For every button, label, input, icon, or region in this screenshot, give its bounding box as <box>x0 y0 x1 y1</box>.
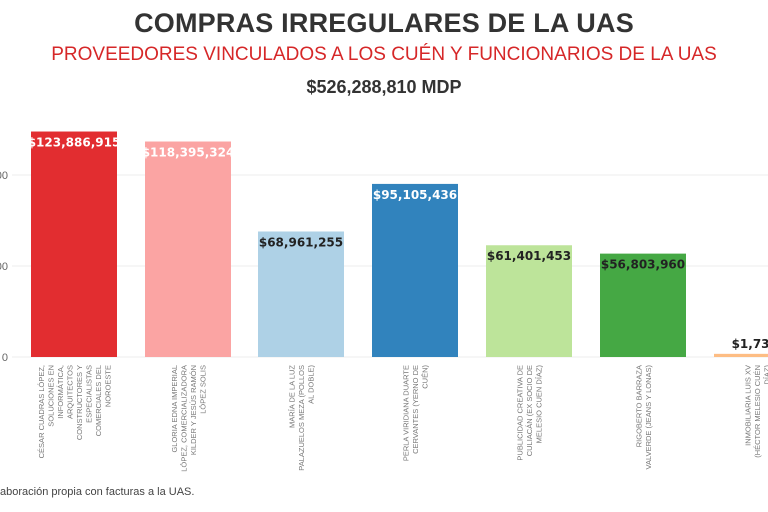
data-label: $95,105,436 <box>373 188 457 202</box>
category-label: ARQUITECTOS <box>65 365 74 419</box>
category-label: ESPECIALISTAS <box>84 365 93 423</box>
category-label: PALAZUELOS MEZA (POLLOS <box>297 365 306 471</box>
category-label: CULIACÁN (EX SOCIO DE <box>525 365 534 456</box>
category-label: NOROESTE <box>103 365 112 407</box>
source-note: aboración propia con facturas a la UAS. <box>0 486 195 498</box>
chart-total: $526,288,810 MDP <box>306 77 462 97</box>
category-label: CERVANTES (YERNO DE <box>411 365 420 454</box>
y-tick-label: 0 <box>2 352 8 364</box>
category-label: DÍAZ) <box>763 365 768 385</box>
bar <box>600 253 686 357</box>
bar <box>486 245 572 357</box>
bar <box>258 231 344 357</box>
category-label: MARÍA DE LA LUZ <box>288 365 297 428</box>
chart-subtitle: PROVEEDORES VINCULADOS A LOS CUÉN Y FUNC… <box>51 44 717 65</box>
category-label: GLORIA EDNA IMPERIAL <box>170 365 179 453</box>
category-label: CÉSAR CUADRAS LÓPEZ, <box>37 365 46 458</box>
data-label: $61,401,453 <box>487 249 571 263</box>
category-label: PUBLICIDAD CREATIVA DE <box>516 365 525 461</box>
category-label: CONSTRUCTORES Y <box>75 365 84 440</box>
y-tick-label: 50,000,000 <box>0 261 8 273</box>
category-label: VALVERDE (JEANS Y LONAS) <box>644 365 653 470</box>
data-label: $123,886,915 <box>28 136 121 150</box>
category-label: CUÉN) <box>421 364 430 388</box>
y-tick-label: 100,000,000 <box>0 170 8 182</box>
category-label: INFORMÁTICA, <box>56 365 65 419</box>
data-label: $68,961,255 <box>259 235 343 249</box>
category-label: SOLUCIONES EN <box>46 365 55 427</box>
bar <box>714 353 768 357</box>
category-label: KILDER Y JESÚS RAMÓN <box>189 365 198 455</box>
category-label: LÓPEZ, COMERCIALIZADORA <box>179 365 188 472</box>
bar <box>31 131 117 357</box>
category-label: LÓPEZ SOLIS <box>198 365 207 414</box>
chart-title: COMPRAS IRREGULARES DE LA UAS <box>134 8 634 38</box>
category-label: AL DOBLE) <box>307 365 316 404</box>
data-label: $56,803,960 <box>601 258 685 272</box>
category-label: INMOBILIARIA LUIS XV <box>744 365 753 446</box>
data-label: $118,395,324 <box>142 146 235 160</box>
category-label: PERLA VIRIDIANA DUARTE <box>402 365 411 461</box>
bar <box>372 183 458 357</box>
data-label: $1,734, <box>732 337 768 351</box>
category-label: RIGOBERTO BARRAZA <box>634 365 643 447</box>
category-label: (HÉCTOR MELESIO CUÉN <box>753 365 762 458</box>
bar <box>145 141 231 357</box>
category-label: MELESIO CUEN DÍAZ) <box>535 364 544 443</box>
bar-chart: 0 50,000,000 100,000,000 $123,886,915 CÉSAR … <box>0 131 768 472</box>
category-label: COMERCIALES DEL <box>94 365 103 436</box>
